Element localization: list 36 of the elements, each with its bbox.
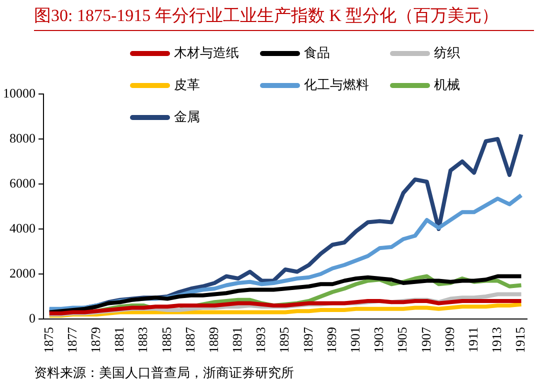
y-tick-label: 6000 [10, 175, 36, 190]
chart-title: 图30: 1875-1915 年分行业工业生产指数 K 型分化（百万美元） [34, 5, 499, 27]
legend-label: 金属 [174, 108, 200, 126]
x-tick-label: 1877 [64, 326, 80, 353]
x-tick-label: 1895 [276, 327, 292, 353]
x-tick-label: 1899 [324, 327, 339, 353]
legend-label: 化工与燃料 [304, 76, 369, 94]
x-tick-label: 1901 [348, 327, 363, 353]
x-tick-label: 1879 [88, 327, 104, 353]
x-tick-label: 1915 [512, 327, 528, 353]
y-tick-label: 0 [29, 310, 36, 326]
x-tick-label: 1903 [371, 327, 386, 353]
x-tick-label: 1913 [489, 327, 504, 353]
x-tick-label: 1909 [442, 327, 457, 353]
x-tick-label: 1893 [253, 327, 268, 353]
legend-label: 木材与造纸 [174, 44, 239, 62]
y-tick-label: 2000 [10, 265, 36, 280]
y-tick-label: 8000 [10, 130, 36, 146]
legend-label: 食品 [304, 44, 330, 62]
x-tick-label: 1905 [394, 327, 410, 353]
x-tick-label: 1885 [158, 327, 174, 353]
x-tick-label: 1881 [112, 327, 127, 353]
text: 资料来源：美国人口普查局，浙商证券研究所 [34, 364, 294, 382]
x-tick-label: 1897 [300, 326, 316, 353]
x-tick-label: 1875 [40, 327, 56, 353]
legend-label: 机械 [434, 76, 460, 94]
x-tick-label: 1887 [182, 326, 198, 353]
legend-label: 皮革 [174, 76, 200, 94]
x-tick-label: 1911 [465, 327, 480, 353]
x-tick-label: 1907 [418, 326, 434, 353]
x-tick-label: 1889 [206, 327, 221, 353]
x-tick-label: 1891 [230, 327, 245, 353]
y-tick-label: 4000 [10, 220, 36, 236]
y-tick-label: 10000 [3, 85, 36, 100]
x-tick-label: 1883 [135, 327, 150, 353]
legend-label: 纺织 [434, 44, 460, 62]
